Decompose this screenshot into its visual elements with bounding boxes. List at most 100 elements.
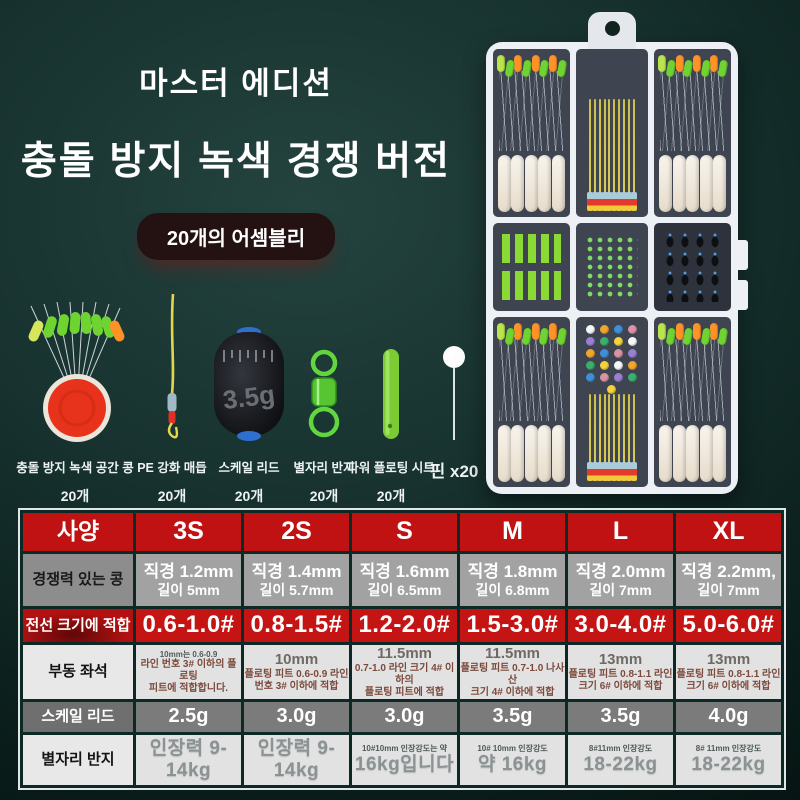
spec-cell: 3.0g bbox=[352, 702, 457, 732]
spec-cell: 11.5mm 0.7-1.0 라인 크기 4# 이하의 플로팅 피트에 적합 bbox=[352, 645, 457, 699]
spec-cell: 인장력 9-14kg bbox=[136, 735, 241, 785]
box-grid bbox=[493, 49, 731, 487]
spec-row-label-2: 부동 좌석 bbox=[23, 645, 133, 699]
stopper-floats bbox=[659, 425, 726, 482]
stopper-threads bbox=[499, 339, 564, 421]
item-qty: 20개 bbox=[60, 488, 90, 504]
item-name: PE 강화 매듭 bbox=[137, 461, 207, 475]
spec-cell: 3.0g bbox=[244, 702, 349, 732]
spec-cell: 3.0-4.0# bbox=[568, 609, 673, 642]
compartment-stopper-assemblies-2 bbox=[654, 49, 731, 217]
spec-cell: 직경 2.0mm 길이 7mm bbox=[568, 554, 673, 606]
hero-section: 마스터 에디션 충돌 방지 녹색 경쟁 버전 20개의 어셈블리 bbox=[0, 58, 472, 260]
stopper-beads bbox=[658, 55, 729, 78]
item-name: 별자리 반지 bbox=[293, 461, 355, 475]
item-name: 파워 플로팅 시트 bbox=[347, 461, 435, 475]
title-line-2: 충돌 방지 녹색 경쟁 버전 bbox=[20, 140, 452, 183]
spec-cell: 10mm 플로팅 피트 0.6-0.9 라인 번호 3# 이하에 적합 bbox=[244, 645, 349, 699]
stopper-beads bbox=[497, 323, 568, 346]
lead-weight-label: 3.5g bbox=[221, 379, 276, 415]
box-latch-top bbox=[734, 240, 748, 270]
spec-cell: 0.6-1.0# bbox=[136, 609, 241, 642]
item-name: 충돌 방지 녹색 공간 콩 bbox=[16, 461, 134, 475]
storage-box bbox=[486, 12, 748, 494]
compartment-swivels bbox=[575, 223, 649, 311]
stopper-beads bbox=[658, 323, 729, 346]
spec-cell: 13mm 플로팅 피트 0.8-1.1 라인 크기 6# 이하에 적합 bbox=[568, 645, 673, 699]
spec-col-header-S: S bbox=[352, 513, 457, 551]
pe-lines bbox=[586, 99, 638, 211]
spec-cell: 직경 1.8mm 길이 6.8mm bbox=[460, 554, 565, 606]
pe-lines bbox=[586, 393, 638, 481]
spec-row-label-3: 스케일 리드 bbox=[23, 702, 133, 732]
spec-cell: 11.5mm 플로팅 피트 0.7-1.0 나사산 크기 4# 이하에 적합 bbox=[460, 645, 565, 699]
spec-col-header-3S: 3S bbox=[136, 513, 241, 551]
kit-item-pin: 핀 x20 bbox=[426, 292, 482, 506]
box-hang-tab bbox=[588, 12, 636, 50]
stopper-threads bbox=[660, 71, 725, 151]
spec-cell: 직경 1.6mm 길이 6.5mm bbox=[352, 554, 457, 606]
stopper-threads bbox=[660, 339, 725, 421]
kit-item-scale-lead: 3.5g 스케일 리드 20개 bbox=[206, 292, 292, 506]
pin-icon bbox=[443, 346, 465, 440]
kit-item-pe-knot: PE 강화 매듭 20개 bbox=[137, 292, 207, 506]
kit-item-space-beans: 충돌 방지 녹색 공간 콩 20개 bbox=[12, 292, 138, 506]
bean-fan-icon bbox=[28, 302, 125, 442]
spec-cell: 3.5g bbox=[460, 702, 565, 732]
compartment-lead-weights bbox=[654, 223, 731, 311]
float-seat-icon bbox=[383, 349, 399, 439]
kit-item-swivel: 별자리 반지 20개 bbox=[292, 292, 356, 506]
spec-cell: 직경 1.4mm 길이 5.7mm bbox=[244, 554, 349, 606]
spec-col-header-label: 사양 bbox=[23, 513, 133, 551]
stopper-beads bbox=[497, 55, 568, 78]
spec-col-header-2S: 2S bbox=[244, 513, 349, 551]
spec-cell: 8#11mm 인장강도 18-22kg bbox=[568, 735, 673, 785]
item-qty: 20개 bbox=[309, 488, 339, 504]
compartment-stopper-assemblies-4 bbox=[654, 317, 731, 487]
spec-table-grid: 사양 3S 2S S M L XL 경쟁력 있는 콩 직경 1.2mm 길이 5mm 직경 1.4m… bbox=[23, 513, 781, 785]
spec-cell: 10# 10mm 인장강도 약 16kg bbox=[460, 735, 565, 785]
compartment-stopper-assemblies-3 bbox=[493, 317, 570, 487]
item-name: 핀 x20 bbox=[429, 462, 479, 481]
spec-row-label-4: 별자리 반지 bbox=[23, 735, 133, 785]
item-qty: 20개 bbox=[234, 488, 264, 504]
spec-col-header-M: M bbox=[460, 513, 565, 551]
item-qty: 20개 bbox=[376, 488, 406, 504]
box-latch-bottom bbox=[734, 280, 748, 310]
compartment-float-seats bbox=[493, 223, 570, 311]
spec-col-header-L: L bbox=[568, 513, 673, 551]
spec-cell: 13mm 플로팅 피트 0.8-1.1 라인 크기 6# 이하에 적합 bbox=[676, 645, 781, 699]
spec-cell: 4.0g bbox=[676, 702, 781, 732]
spec-cell: 1.5-3.0# bbox=[460, 609, 565, 642]
spec-cell: 3.5g bbox=[568, 702, 673, 732]
compartment-pe-lines bbox=[575, 49, 649, 217]
spec-cell: 직경 2.2mm, 길이 7mm bbox=[676, 554, 781, 606]
stopper-floats bbox=[498, 425, 565, 482]
spec-cell: 10#10mm 인장강도는 약 16kg입니다 bbox=[352, 735, 457, 785]
spec-cell: 1.2-2.0# bbox=[352, 609, 457, 642]
item-name: 스케일 리드 bbox=[218, 461, 280, 475]
spec-cell: 5.0-6.0# bbox=[676, 609, 781, 642]
assembly-count-badge: 20개의 어셈블리 bbox=[133, 213, 339, 260]
swivel-icon bbox=[308, 349, 340, 438]
spec-table: 사양 3S 2S S M L XL 경쟁력 있는 콩 직경 1.2mm 길이 5mm 직경 1.4m… bbox=[18, 508, 786, 790]
kit-items-strip: 충돌 방지 녹색 공간 콩 20개 PE 강화 매듭 20개 bbox=[12, 292, 478, 506]
spec-cell: 직경 1.2mm 길이 5mm bbox=[136, 554, 241, 606]
title-line-1: 마스터 에디션 bbox=[139, 66, 333, 101]
kit-item-float-seat: 파워 플로팅 시트 20개 bbox=[347, 292, 435, 506]
compartment-pins-and-lines bbox=[575, 317, 649, 487]
stopper-floats bbox=[659, 155, 726, 212]
stopper-threads bbox=[499, 71, 564, 151]
compartment-stopper-assemblies-1 bbox=[493, 49, 570, 217]
lead-barrel-icon: 3.5g bbox=[214, 327, 284, 441]
spec-cell: 2.5g bbox=[136, 702, 241, 732]
spec-row-label-1: 전선 크기에 적합 bbox=[23, 609, 133, 642]
spec-cell: 10mm는 0.6-0.9 라인 번호 3# 이하의 플로팅 피트에 적합합니다. bbox=[136, 645, 241, 699]
stopper-floats bbox=[498, 155, 565, 212]
spec-cell: 8# 11mm 인장강도 18-22kg bbox=[676, 735, 781, 785]
item-qty: 20개 bbox=[157, 488, 187, 504]
pin-heads bbox=[584, 325, 640, 394]
spec-col-header-XL: XL bbox=[676, 513, 781, 551]
spec-row-label-0: 경쟁력 있는 콩 bbox=[23, 554, 133, 606]
